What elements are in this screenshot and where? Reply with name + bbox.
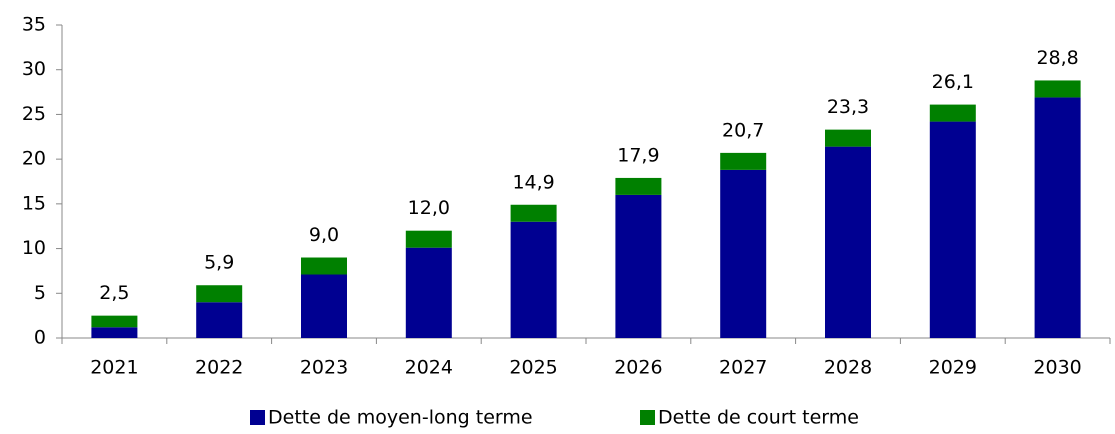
x-tick-label: 2028 (824, 357, 872, 379)
y-tick-label: 25 (22, 103, 46, 125)
bar-segment (825, 146, 871, 338)
x-tick-label: 2029 (929, 357, 977, 379)
bar-segment (405, 247, 452, 338)
x-tick-label: 2027 (719, 357, 767, 379)
y-tick-label: 30 (22, 58, 46, 80)
bar-segment (1034, 80, 1081, 98)
bar-segment (91, 327, 138, 338)
y-tick-label: 15 (22, 192, 46, 214)
bar-segment (615, 177, 662, 195)
bar-segment (196, 302, 243, 338)
bar-segment (91, 315, 138, 328)
bar-segment (615, 194, 662, 338)
bar-segment (720, 169, 767, 338)
total-label: 20,7 (722, 119, 764, 141)
legend-swatch (640, 410, 655, 425)
legend-swatch (250, 410, 265, 425)
y-tick-label: 35 (22, 14, 46, 36)
bar-segment (929, 104, 976, 122)
bar-segment (720, 152, 767, 170)
x-tick-label: 2030 (1033, 357, 1081, 379)
x-tick-label: 2024 (405, 357, 453, 379)
bar-segment (510, 204, 557, 222)
total-label: 9,0 (309, 224, 339, 246)
x-tick-label: 2022 (195, 357, 243, 379)
legend-label: Dette de moyen-long terme (268, 407, 533, 429)
y-tick-label: 20 (22, 148, 46, 170)
total-label: 5,9 (204, 252, 234, 274)
bar-segment (196, 285, 243, 303)
bar-segment (510, 221, 557, 338)
total-label: 12,0 (408, 197, 450, 219)
bar-segment (301, 274, 347, 338)
total-label: 23,3 (827, 96, 869, 118)
x-tick-label: 2026 (614, 357, 662, 379)
x-tick-label: 2021 (90, 357, 138, 379)
x-tick-label: 2025 (509, 357, 557, 379)
total-label: 2,5 (99, 282, 129, 304)
total-label: 17,9 (617, 144, 659, 166)
bar-segment (1034, 97, 1081, 339)
bar-segment (405, 230, 452, 248)
legend-label: Dette de court terme (658, 407, 859, 429)
bar-segment (825, 129, 871, 147)
total-label: 28,8 (1036, 47, 1078, 69)
y-tick-label: 5 (34, 282, 46, 304)
x-tick-label: 2023 (300, 357, 348, 379)
total-label: 14,9 (512, 171, 554, 193)
y-tick-label: 10 (22, 237, 46, 259)
y-tick-label: 0 (34, 327, 46, 349)
bar-segment (929, 121, 976, 338)
bar-segment (301, 257, 347, 275)
total-label: 26,1 (932, 71, 974, 93)
